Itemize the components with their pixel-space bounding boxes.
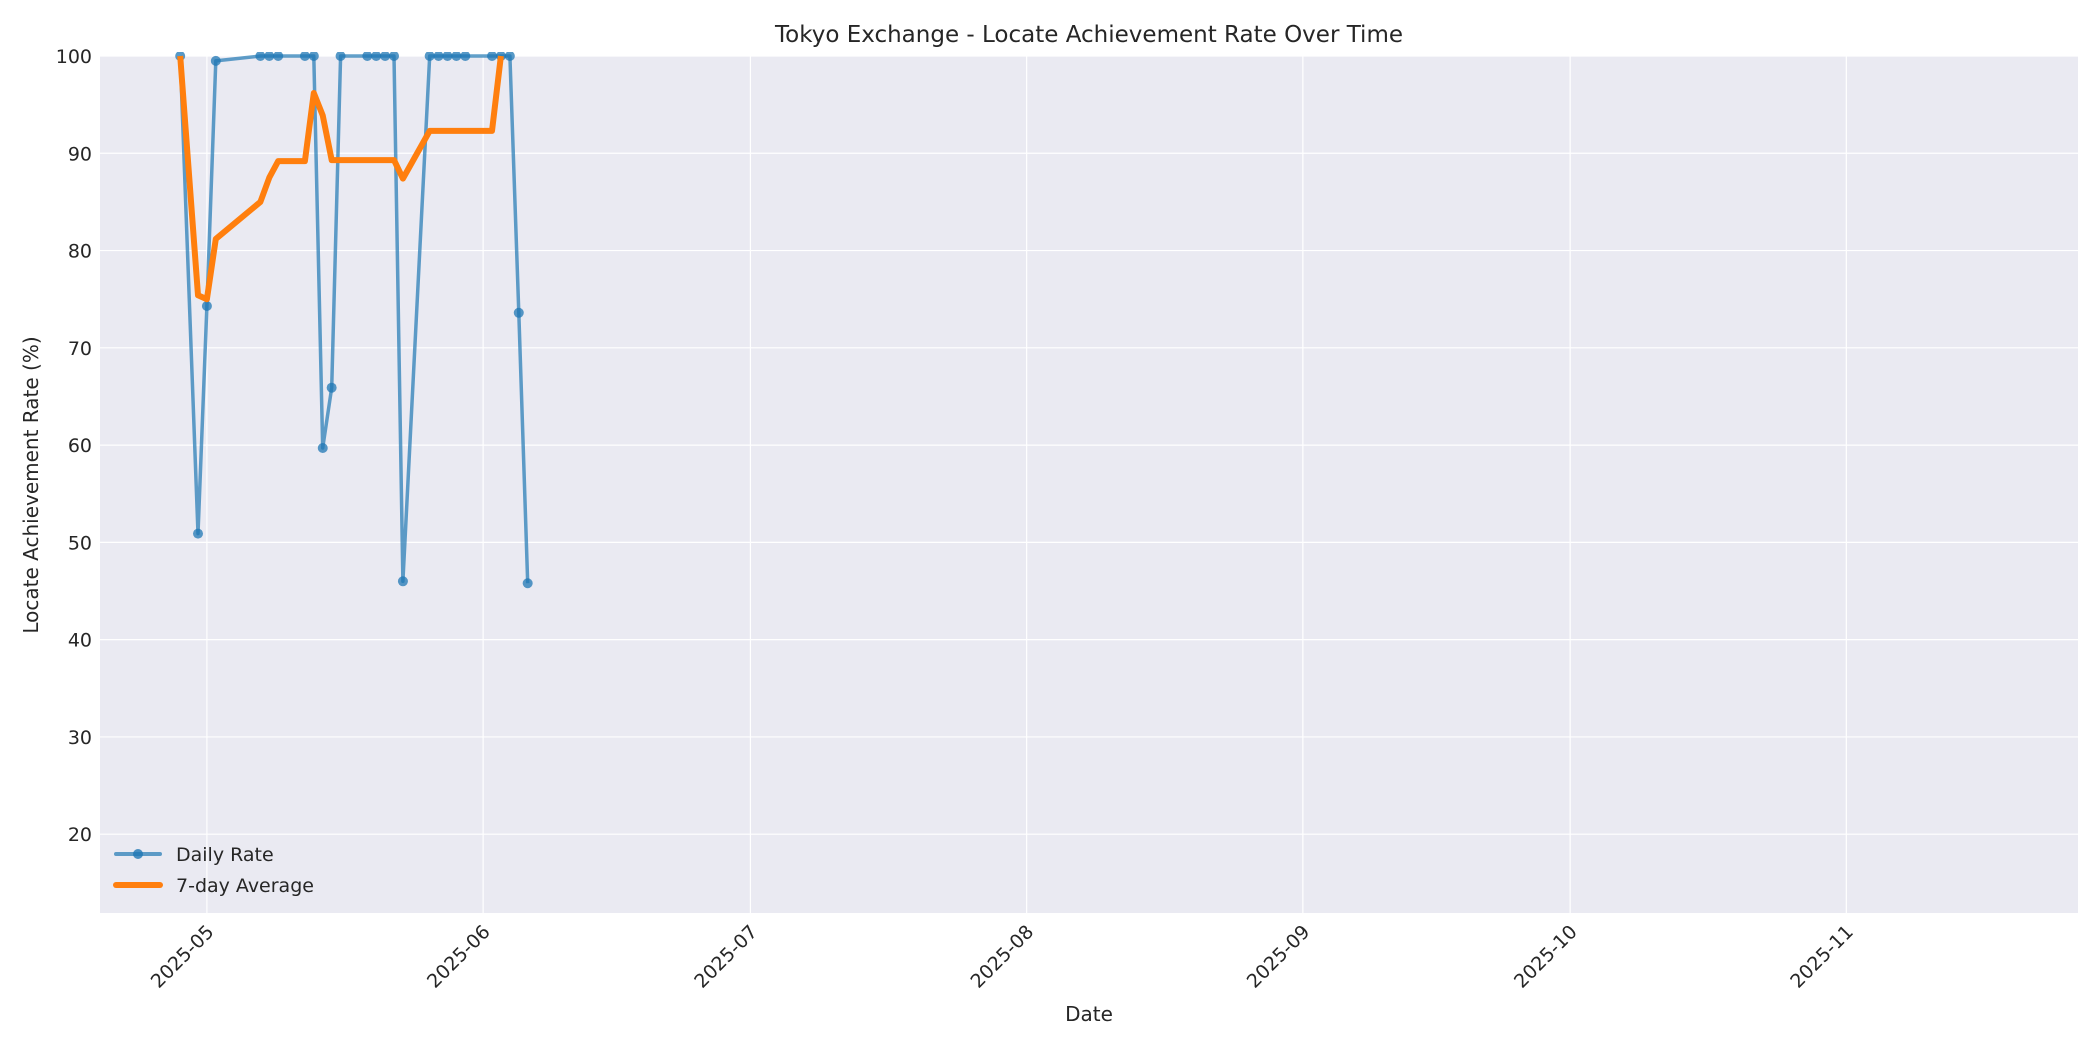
y-axis-ticks: 20 30 40 50 60 70 80 90 100 xyxy=(56,46,92,846)
daily-rate-marker xyxy=(273,52,284,61)
y-axis-label: Locate Achievement Rate (%) xyxy=(19,336,43,633)
x-axis-label: Date xyxy=(1065,1002,1113,1026)
series-layer xyxy=(175,52,533,589)
y-tick-label: 100 xyxy=(56,46,92,68)
avg-line xyxy=(177,55,504,303)
daily-rate-marker xyxy=(380,52,391,61)
x-tick-label: 2025-07 xyxy=(690,921,762,993)
legend-avg-label: 7-day Average xyxy=(176,875,314,897)
y-tick-label: 70 xyxy=(68,338,92,360)
legend: Daily Rate 7-day Average xyxy=(113,844,314,897)
daily-rate-marker xyxy=(326,382,337,393)
daily-rate-marker xyxy=(522,578,533,589)
daily-rate-marker xyxy=(317,443,328,454)
y-tick-label: 40 xyxy=(68,630,92,652)
daily-rate-marker xyxy=(299,52,310,61)
daily-rate-marker xyxy=(460,52,471,61)
x-tick-label: 2025-08 xyxy=(966,921,1038,993)
daily-rate-marker xyxy=(433,52,444,61)
y-tick-label: 20 xyxy=(68,824,92,846)
x-axis-ticks: 2025-05 2025-06 2025-07 2025-08 2025-09 2025-… xyxy=(147,921,1858,993)
daily-rate-marker xyxy=(371,52,382,61)
daily-rate-marker xyxy=(255,52,266,61)
daily-rate-marker xyxy=(193,528,204,539)
y-tick-label: 80 xyxy=(68,241,92,263)
daily-rate-marker xyxy=(201,300,212,311)
y-tick-label: 30 xyxy=(68,727,92,749)
x-tick-label: 2025-09 xyxy=(1243,921,1315,993)
x-tick-label: 2025-11 xyxy=(1786,921,1858,993)
x-tick-label: 2025-06 xyxy=(423,921,495,993)
x-tick-label: 2025-10 xyxy=(1510,921,1582,993)
legend-daily-marker-icon xyxy=(133,849,143,859)
y-tick-label: 50 xyxy=(68,532,92,554)
y-tick-label: 60 xyxy=(68,435,92,457)
daily-rate-marker xyxy=(210,55,221,66)
daily-rate-marker xyxy=(389,52,400,61)
y-tick-label: 90 xyxy=(68,143,92,165)
daily-rate-marker xyxy=(397,576,408,587)
daily-rate-marker xyxy=(504,52,515,61)
daily-rate-marker xyxy=(424,52,435,61)
plot-area xyxy=(100,56,2078,913)
daily-rate-marker xyxy=(451,52,462,61)
daily-rate-marker xyxy=(335,52,346,61)
daily-rate-marker xyxy=(487,52,498,61)
legend-daily-label: Daily Rate xyxy=(176,844,274,866)
daily-rate-marker xyxy=(362,52,373,61)
chart-title: Tokyo Exchange - Locate Achievement Rate… xyxy=(774,22,1403,48)
daily-rate-marker xyxy=(308,52,319,61)
x-tick-label: 2025-05 xyxy=(147,921,219,993)
daily-rate-marker xyxy=(513,307,524,318)
daily-rate-marker xyxy=(442,52,453,61)
daily-rate-marker xyxy=(264,52,275,61)
